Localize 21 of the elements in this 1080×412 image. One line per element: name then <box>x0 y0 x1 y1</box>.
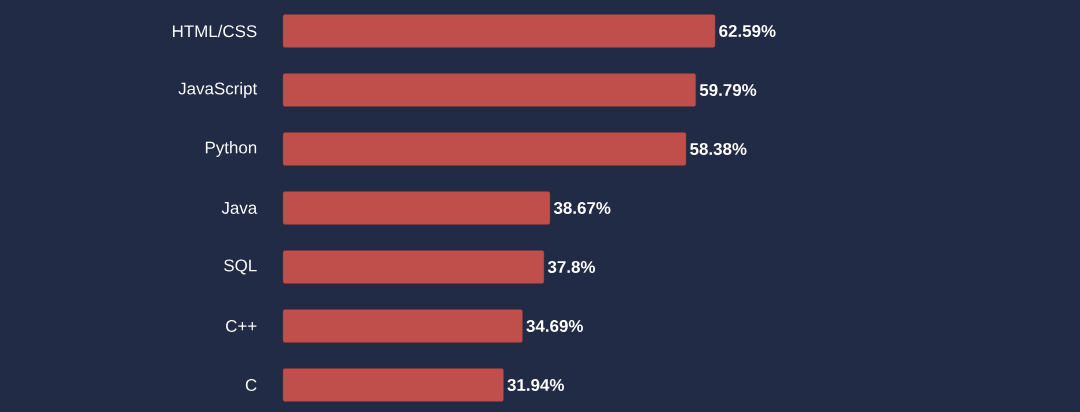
y-tick-label: SQL <box>224 259 257 275</box>
y-tick-label: JavaScript <box>178 82 258 98</box>
data-label: 62.59% <box>719 24 776 37</box>
y-tick-label: Python <box>205 141 257 157</box>
data-label: 59.79% <box>699 83 757 96</box>
bar <box>282 132 687 166</box>
y-tick-label: Java <box>221 202 258 214</box>
data-label: 34.69% <box>526 319 583 332</box>
bar <box>282 309 523 343</box>
y-tick-label: C++ <box>226 319 257 332</box>
data-label: 58.38% <box>690 142 747 155</box>
bar <box>282 14 716 48</box>
bar <box>282 73 696 107</box>
bar <box>282 191 551 225</box>
y-tick-label: HTML/CSS <box>172 24 257 38</box>
bar <box>282 250 545 284</box>
data-label: 38.67% <box>553 201 611 214</box>
bar <box>282 368 504 402</box>
data-label: 37.8% <box>547 260 596 273</box>
data-label: 31.94% <box>507 378 565 391</box>
y-tick-label: C <box>245 378 257 391</box>
